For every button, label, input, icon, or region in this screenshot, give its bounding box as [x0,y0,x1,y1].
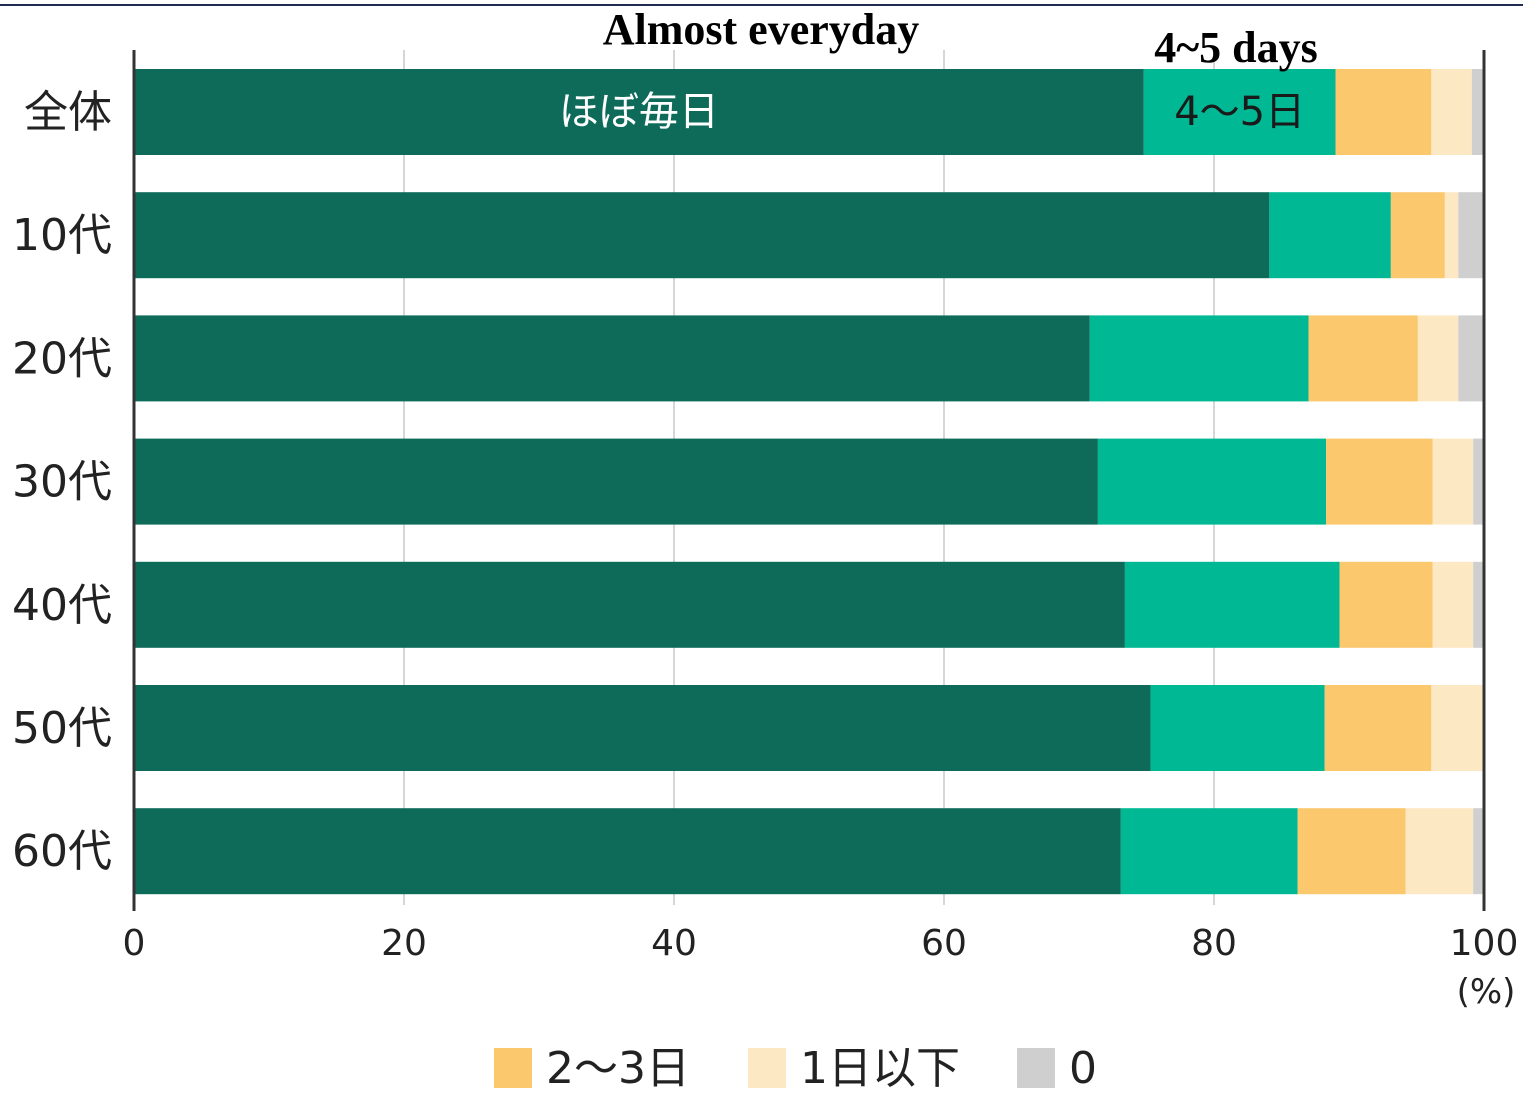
bar-segment-全体-4〜5日 [1143,69,1336,155]
bar-segment-全体-2〜3日 [1335,69,1432,155]
bar-segment-40代-1日以下 [1432,561,1474,648]
bar-segment-全体-1日以下 [1431,69,1472,155]
bar-segment-全体-0 [1471,69,1484,155]
bar-segment-20代-ほぼ毎日 [134,315,1090,402]
bar-segment-50代-4〜5日 [1150,685,1325,771]
category-label: 20代 [12,333,112,384]
category-label: 50代 [12,703,112,754]
top-rule [0,4,1523,6]
bar-segment-30代-0 [1473,438,1484,525]
bar-segment-40代-4〜5日 [1124,561,1340,648]
bar-segment-40代-0 [1473,561,1484,648]
x-tick-label: 20 [381,923,427,964]
legend-swatch [494,1048,532,1088]
x-tick-label: 80 [1191,923,1237,964]
annotation-4-5-days: 4~5 days [1154,23,1317,72]
bar-segment-60代-2〜3日 [1297,808,1406,895]
bar-segment-20代-1日以下 [1417,315,1459,402]
x-unit-label: (%) [1457,972,1516,1012]
bar-segment-10代-1日以下 [1444,192,1459,279]
legend-label: 0 [1069,1043,1097,1094]
x-tick-label: 0 [123,923,146,964]
legend-label: 1日以下 [800,1043,960,1094]
bar-segment-30代-1日以下 [1432,438,1474,525]
bar-segment-40代-ほぼ毎日 [134,561,1125,648]
bar-segment-20代-2〜3日 [1308,315,1418,402]
bar-segment-10代-ほぼ毎日 [134,192,1270,279]
bar-segment-60代-0 [1473,808,1484,895]
bar-segment-40代-2〜3日 [1339,561,1433,648]
category-label: 30代 [12,457,112,508]
bar-segment-60代-1日以下 [1405,808,1474,895]
bar-segment-50代-ほぼ毎日 [134,685,1151,771]
x-tick-label: 40 [651,923,697,964]
category-label: 60代 [12,826,112,877]
bar-segment-30代-ほぼ毎日 [134,438,1098,525]
legend-swatch [748,1048,786,1088]
annotation-almost-everyday: Almost everyday [603,5,920,54]
x-tick-label: 100 [1450,923,1519,964]
x-tick-label: 60 [921,923,967,964]
legend-swatch [1017,1048,1055,1088]
bar-segment-50代-2〜3日 [1324,685,1432,771]
bar-segment-60代-ほぼ毎日 [134,808,1121,895]
bar-segment-全体-ほぼ毎日 [134,69,1144,155]
bar-segment-10代-0 [1458,192,1484,279]
bar-segment-20代-0 [1458,315,1484,402]
bar-segment-10代-2〜3日 [1390,192,1445,279]
in-bar-label: 4〜5日 [1174,89,1305,135]
category-label: 全体 [24,87,112,138]
bar-segment-50代-1日以下 [1431,685,1484,771]
category-label: 40代 [12,580,112,631]
bar-segment-60代-4〜5日 [1120,808,1298,895]
bar-segment-30代-2〜3日 [1326,438,1433,525]
in-bar-label: ほぼ毎日 [559,89,719,135]
category-label: 10代 [12,210,112,261]
legend-label: 2〜3日 [546,1043,690,1094]
bar-segment-30代-4〜5日 [1097,438,1327,525]
bar-segment-20代-4〜5日 [1089,315,1309,402]
bar-segment-10代-4〜5日 [1269,192,1391,279]
